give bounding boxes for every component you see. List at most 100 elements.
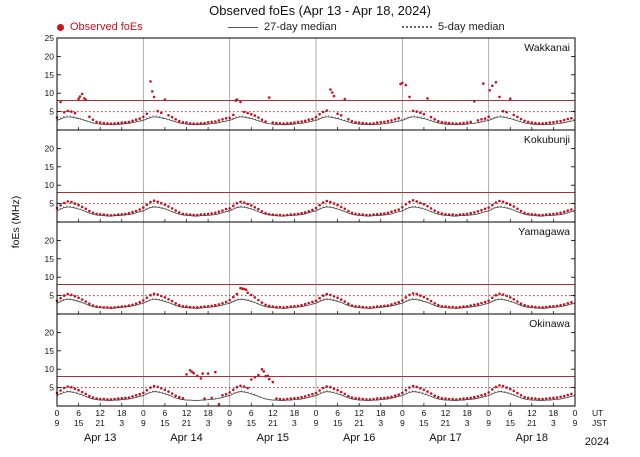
ut-tick-label: 6: [335, 408, 340, 418]
observed-point: [482, 82, 485, 85]
observed-point: [217, 210, 221, 213]
observed-point: [426, 97, 429, 100]
observed-point: [192, 213, 195, 217]
observed-point: [476, 395, 480, 398]
observed-point: [214, 211, 217, 215]
observed-point: [285, 122, 289, 125]
observed-point: [289, 305, 293, 308]
observed-point: [480, 301, 483, 305]
observed-point: [491, 296, 494, 300]
observed-point: [562, 303, 566, 306]
observed-point: [192, 371, 195, 375]
observed-point: [307, 301, 311, 305]
observed-point: [498, 199, 501, 203]
observed-point: [275, 213, 278, 217]
year-label: 2024: [585, 436, 609, 448]
observed-point: [109, 306, 113, 310]
observed-point: [307, 118, 311, 121]
y-ticks: 5 10 15 20 25: [45, 33, 575, 117]
observed-point: [91, 396, 95, 399]
observed-point: [244, 288, 248, 292]
observed-point: [203, 305, 206, 308]
observed-point: [152, 199, 156, 202]
observed-point: [102, 213, 106, 216]
jst-tick-label: 3: [465, 418, 470, 428]
observed-point: [451, 213, 455, 216]
observed-point: [62, 294, 66, 297]
observed-point: [350, 211, 354, 215]
observed-point: [415, 200, 419, 203]
observed-point: [404, 83, 408, 87]
observed-point: [372, 397, 375, 401]
jst-tick-label: 9: [227, 418, 232, 428]
observed-point: [293, 213, 296, 216]
observed-point: [253, 296, 257, 299]
y-tick-label: 5: [49, 383, 54, 393]
observed-point: [401, 299, 404, 302]
observed-point: [330, 91, 334, 94]
observed-point: [178, 395, 181, 399]
observed-point: [228, 207, 231, 210]
observed-point: [559, 119, 562, 123]
observed-point: [555, 120, 559, 123]
observed-point: [142, 391, 145, 395]
observed-point: [447, 305, 451, 309]
observed-point: [530, 397, 534, 400]
observed-point: [152, 292, 156, 296]
observed-point: [235, 201, 239, 205]
observed-point: [66, 200, 70, 203]
observed-point: [491, 388, 494, 391]
observed-point: [95, 305, 98, 308]
observed-point: [501, 200, 505, 204]
observed-point: [451, 122, 455, 125]
observed-point: [70, 200, 73, 204]
observed-point: [185, 373, 188, 376]
observed-point: [167, 390, 170, 393]
observed-point: [544, 397, 548, 400]
observed-point: [178, 119, 181, 123]
median27-series: [56, 206, 576, 217]
observed-point: [552, 121, 555, 124]
observed-point: [275, 305, 278, 309]
panel-kokubunji: 5 10 15 20 Kokubunji: [45, 129, 576, 223]
ut-tick-label: 12: [354, 408, 364, 418]
observed-point: [516, 391, 519, 395]
legend-median27: 27-day median: [228, 21, 337, 33]
observed-point: [422, 295, 426, 299]
observed-point: [365, 122, 368, 125]
observed-point: [188, 122, 192, 125]
observed-point: [264, 211, 267, 215]
observed-point: [552, 212, 555, 216]
observed-point: [512, 205, 516, 208]
observed-point: [397, 116, 401, 120]
observed-point: [519, 302, 523, 306]
observed-point: [167, 114, 170, 117]
jst-axis-label: JST: [592, 418, 607, 428]
observed-point: [214, 303, 217, 307]
observed-point: [570, 208, 573, 211]
observed-point: [296, 212, 300, 216]
observed-point: [562, 210, 566, 213]
observed-point: [271, 380, 275, 384]
observed-point: [537, 306, 541, 309]
observed-point: [300, 211, 303, 215]
observed-point: [174, 118, 177, 121]
observed-point: [386, 211, 390, 215]
ut-tick-label: 6: [508, 408, 513, 418]
observed-point: [393, 118, 397, 121]
jst-tick-label: 15: [506, 418, 516, 428]
observed-point: [311, 392, 314, 396]
observed-point: [526, 212, 530, 216]
median27-series: [56, 298, 576, 309]
observed-point: [440, 305, 444, 308]
observed-point: [526, 396, 530, 400]
observed-point: [275, 397, 278, 400]
observed-point: [84, 300, 88, 303]
observed-point: [120, 397, 124, 400]
observed-point: [210, 120, 213, 124]
observed-point: [221, 118, 224, 121]
observed-point: [365, 398, 368, 401]
observed-point: [311, 300, 314, 304]
jst-tick-label: 21: [354, 418, 364, 428]
jst-tick-label: 15: [74, 418, 84, 428]
